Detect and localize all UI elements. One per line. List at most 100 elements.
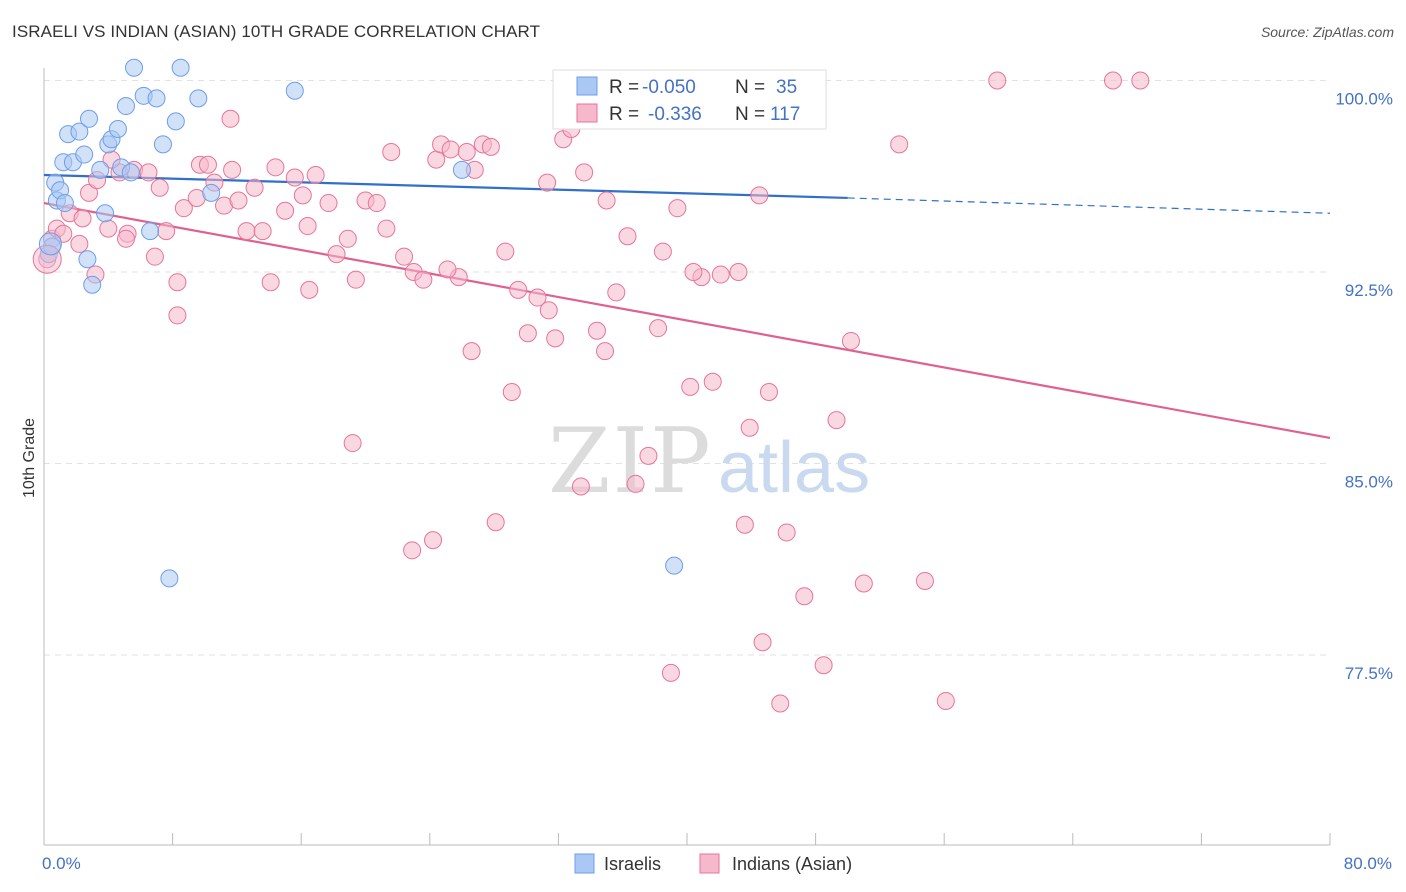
indians-point-69 xyxy=(653,242,672,261)
israelis-point-large xyxy=(38,232,62,256)
indians-point-114 xyxy=(596,342,615,361)
indians-point-102 xyxy=(300,280,319,299)
legend-r-value-indians: -0.336 xyxy=(648,104,702,125)
indians-point-42 xyxy=(395,247,414,266)
legend-n-value-israelis: 35 xyxy=(776,77,797,98)
indians-point-83 xyxy=(841,331,860,350)
indians-point-82 xyxy=(827,411,846,430)
y-tick-label-3: 100.0% xyxy=(1335,90,1393,109)
israelis-point-19 xyxy=(116,97,135,116)
series-legend: Israelis Indians (Asian) xyxy=(574,853,852,874)
indians-point-79 xyxy=(777,523,796,542)
indians-point-34 xyxy=(319,194,338,213)
indians-point-97 xyxy=(735,515,754,534)
indians-point-23 xyxy=(223,160,242,179)
indians-point-54 xyxy=(509,280,528,299)
indians-trend-line xyxy=(43,201,1331,440)
legend-r-label-israelis: R = xyxy=(609,77,639,98)
indians-point-74 xyxy=(711,265,730,284)
israelis-point-29 xyxy=(202,183,221,202)
x-tick-label-80: 80.0% xyxy=(1344,854,1392,873)
israelis-point-14 xyxy=(96,204,115,223)
indians-point-13 xyxy=(145,247,164,266)
indians-point-96 xyxy=(661,663,680,682)
indians-point-49 xyxy=(457,142,476,161)
indians-point-35 xyxy=(327,245,346,264)
legend-swatch-israelis xyxy=(576,76,598,96)
indians-point-101 xyxy=(343,434,362,453)
indians-point-65 xyxy=(607,283,626,302)
indians-point-76 xyxy=(740,418,759,437)
y-tick-label-2: 92.5% xyxy=(1345,281,1393,300)
data-points xyxy=(32,58,1150,713)
indians-point-31 xyxy=(293,186,312,205)
indians-point-81 xyxy=(814,656,833,675)
indians-point-104 xyxy=(168,306,187,325)
indians-point-94 xyxy=(403,541,422,560)
indians-point-25 xyxy=(237,222,256,241)
israelis-point-24 xyxy=(147,89,166,108)
indians-point-84 xyxy=(854,574,873,593)
indians-point-80 xyxy=(795,587,814,606)
indians-point-28 xyxy=(266,158,285,177)
indians-point-91 xyxy=(221,109,240,128)
indians-point-75 xyxy=(729,263,748,281)
indians-point-14 xyxy=(150,178,169,197)
indians-point-16 xyxy=(168,273,187,292)
y-axis-label: 10th Grade xyxy=(21,418,38,498)
x-ticks xyxy=(43,833,1331,845)
indians-point-57 xyxy=(539,301,558,320)
y-tick-labels: 77.5% 85.0% 92.5% 100.0% xyxy=(1335,90,1393,684)
legend-n-label-indians: N = xyxy=(735,104,765,125)
legend-n-label-israelis: N = xyxy=(735,77,765,98)
indians-point-73 xyxy=(703,372,722,391)
legend-r-label-indians: R = xyxy=(609,104,639,125)
indians-point-56 xyxy=(528,288,547,307)
indians-point-44 xyxy=(414,270,433,289)
indians-point-58 xyxy=(546,329,565,348)
israelis-trend-line xyxy=(43,173,848,200)
bottom-legend-swatch-indians xyxy=(699,853,720,874)
indians-point-36 xyxy=(338,229,357,248)
indians-point-67 xyxy=(626,474,645,493)
indians-point-90 xyxy=(1131,71,1150,90)
israelis-point-26 xyxy=(166,112,185,131)
bottom-legend-label-indians: Indians (Asian) xyxy=(732,854,852,874)
indians-point-92 xyxy=(486,513,505,532)
bottom-legend-label-israelis: Israelis xyxy=(604,854,661,874)
indians-point-26 xyxy=(245,178,264,197)
indians-point-109 xyxy=(575,163,594,182)
indians-point-66 xyxy=(618,227,637,246)
indians-point-115 xyxy=(684,263,703,281)
indians-point-45 xyxy=(427,150,446,169)
indians-point-78 xyxy=(759,383,778,402)
indians-point-27 xyxy=(253,222,272,241)
indians-point-8 xyxy=(99,219,118,238)
israelis-point-33 xyxy=(665,556,684,575)
indians-point-105 xyxy=(116,229,135,248)
indians-point-47 xyxy=(441,140,460,159)
israelis-point-8 xyxy=(70,122,89,141)
israelis-point-13 xyxy=(91,160,110,179)
x-tick-label-0: 0.0% xyxy=(42,854,81,873)
chart-title: ISRAELI VS INDIAN (ASIAN) 10TH GRADE COR… xyxy=(12,22,541,41)
indians-point-88 xyxy=(988,71,1007,90)
indians-point-108 xyxy=(438,260,457,279)
israelis-point-25 xyxy=(153,135,172,154)
israelis-point-20 xyxy=(121,163,140,182)
israelis-point-30 xyxy=(160,569,179,588)
indians-point-95 xyxy=(502,383,521,402)
israelis-point-34 xyxy=(55,194,74,213)
indians-point-86 xyxy=(915,571,934,590)
indians-point-68 xyxy=(639,446,658,465)
indians-point-15 xyxy=(157,222,176,241)
indians-point-100 xyxy=(462,342,481,361)
israelis-point-9 xyxy=(75,145,94,164)
legend-r-value-israelis: -0.050 xyxy=(642,77,696,98)
indians-point-17 xyxy=(174,199,193,218)
source-label: Source: ZipAtlas.com xyxy=(1260,24,1394,40)
stats-legend: R = -0.050 N = 35 R = -0.336 N = 117 xyxy=(552,69,827,130)
indians-point-6 xyxy=(80,183,99,202)
indians-point-39 xyxy=(367,194,386,213)
